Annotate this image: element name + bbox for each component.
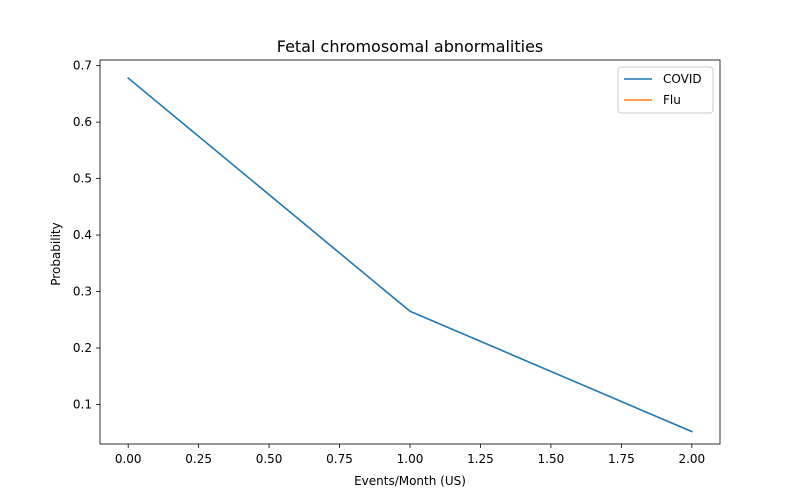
x-tick-label: 0.50 [256,452,283,466]
y-tick-label: 0.3 [73,285,92,299]
x-tick-label: 1.25 [467,452,494,466]
plot-area: 0.00 0.25 0.50 0.75 1.00 1.25 1.50 1.75 2.00 0.1 0… [73,59,721,466]
y-tick-label: 0.4 [73,228,92,242]
y-tick-label: 0.6 [73,115,92,129]
y-tick-label: 0.7 [73,59,92,73]
y-axis-label: Probability [49,222,63,285]
x-tick-label: 0.75 [326,452,353,466]
y-tick-label: 0.5 [73,172,92,186]
x-tick-label: 0.00 [115,452,142,466]
y-tick-label: 0.2 [73,341,92,355]
legend: COVID Flu [617,66,714,114]
y-tick-label: 0.1 [73,397,92,411]
x-axis-label: Events/Month (US) [354,474,466,488]
legend-label-covid: COVID [663,72,702,86]
x-tick-label: 0.25 [185,452,212,466]
x-tick-label: 1.50 [538,452,565,466]
chart-title: Fetal chromosomal abnormalities [277,37,544,56]
legend-label-flu: Flu [663,93,681,107]
x-tick-label: 1.75 [608,452,635,466]
x-tick-label: 2.00 [678,452,705,466]
axes-frame [99,59,721,445]
x-tick-label: 1.00 [397,452,424,466]
